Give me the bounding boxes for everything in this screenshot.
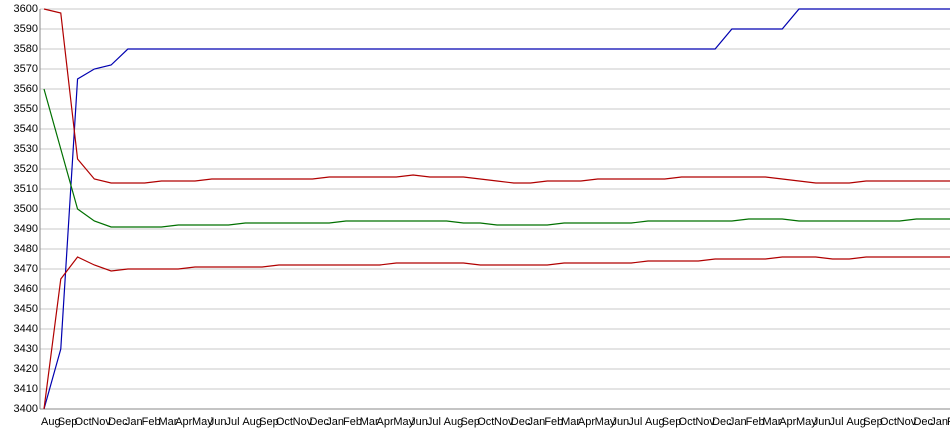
y-tick-label: 3560: [14, 83, 38, 95]
y-tick-label: 3490: [14, 223, 38, 235]
y-tick-label: 3450: [14, 303, 38, 315]
x-tick-label: Mar: [158, 416, 177, 428]
y-tick-label: 3600: [14, 3, 38, 15]
x-tick-label: Nov: [897, 416, 917, 428]
x-tick-label: Oct: [880, 416, 897, 428]
x-tick-label: Jan: [528, 416, 546, 428]
x-tick-label: Nov: [494, 416, 514, 428]
y-tick-label: 3550: [14, 103, 38, 115]
x-tick-label: Nov: [91, 416, 111, 428]
x-tick-label: May: [595, 416, 616, 428]
x-tick-label: Jun: [209, 416, 227, 428]
y-tick-label: 3590: [14, 23, 38, 35]
y-tick-label: 3420: [14, 363, 38, 375]
x-tick-label: Aug: [846, 416, 866, 428]
y-tick-label: 3520: [14, 163, 38, 175]
x-tick-label: Jun: [813, 416, 831, 428]
x-tick-label: Oct: [75, 416, 92, 428]
series-line: [43, 256, 950, 410]
x-tick-label: Feb: [746, 416, 765, 428]
x-tick-label: Jan: [729, 416, 747, 428]
x-tick-label: Jun: [611, 416, 629, 428]
x-tick-label: May: [796, 416, 817, 428]
x-tick-label: Sep: [460, 416, 480, 428]
x-tick-label: Dec: [712, 416, 732, 428]
x-tick-label: Feb: [343, 416, 362, 428]
x-tick-label: Jan: [930, 416, 948, 428]
x-tick-label: Apr: [175, 416, 192, 428]
x-tick-label: Oct: [679, 416, 696, 428]
x-tick-label: Feb: [544, 416, 563, 428]
y-tick-label: 3430: [14, 343, 38, 355]
y-tick-label: 3460: [14, 283, 38, 295]
x-tick-label: Apr: [377, 416, 394, 428]
x-tick-label: Dec: [309, 416, 329, 428]
x-tick-label: Dec: [108, 416, 128, 428]
x-tick-label: Apr: [578, 416, 595, 428]
x-tick-label: Jan: [125, 416, 143, 428]
x-tick-label: Dec: [913, 416, 933, 428]
x-tick-label: Sep: [662, 416, 682, 428]
x-tick-label: Mar: [360, 416, 379, 428]
y-tick-label: 3500: [14, 203, 38, 215]
x-tick-label: Jul: [427, 416, 441, 428]
y-tick-label: 3510: [14, 183, 38, 195]
y-tick-label: 3410: [14, 383, 38, 395]
x-tick-label: Mar: [561, 416, 580, 428]
x-tick-label: Dec: [511, 416, 531, 428]
y-tick-label: 3480: [14, 243, 38, 255]
x-tick-label: May: [192, 416, 213, 428]
x-tick-label: Feb: [142, 416, 161, 428]
x-tick-label: Jul: [226, 416, 240, 428]
y-tick-label: 3570: [14, 63, 38, 75]
x-tick-label: Jul: [628, 416, 642, 428]
x-tick-label: Aug: [242, 416, 262, 428]
y-tick-label: 3440: [14, 323, 38, 335]
y-tick-label: 3530: [14, 143, 38, 155]
series-line: [43, 88, 950, 228]
x-tick-label: Jun: [410, 416, 428, 428]
x-tick-label: Aug: [444, 416, 464, 428]
x-tick-label: Nov: [293, 416, 313, 428]
x-tick-label: Jul: [830, 416, 844, 428]
x-tick-label: Jan: [326, 416, 344, 428]
y-tick-label: 3540: [14, 123, 38, 135]
series-line: [43, 8, 950, 410]
y-tick-label: 3400: [14, 403, 38, 415]
x-tick-label: Apr: [779, 416, 796, 428]
x-tick-label: Mar: [762, 416, 781, 428]
series-line: [43, 8, 950, 184]
y-tick-label: 3470: [14, 263, 38, 275]
x-tick-label: Feb: [947, 416, 950, 428]
x-tick-label: Aug: [41, 416, 61, 428]
x-tick-label: Sep: [863, 416, 883, 428]
x-tick-label: Nov: [695, 416, 715, 428]
y-tick-label: 3580: [14, 43, 38, 55]
x-tick-label: Sep: [58, 416, 78, 428]
x-tick-label: Aug: [645, 416, 665, 428]
x-tick-label: May: [393, 416, 414, 428]
x-tick-label: Sep: [259, 416, 279, 428]
x-tick-label: Oct: [276, 416, 293, 428]
x-tick-label: Oct: [477, 416, 494, 428]
